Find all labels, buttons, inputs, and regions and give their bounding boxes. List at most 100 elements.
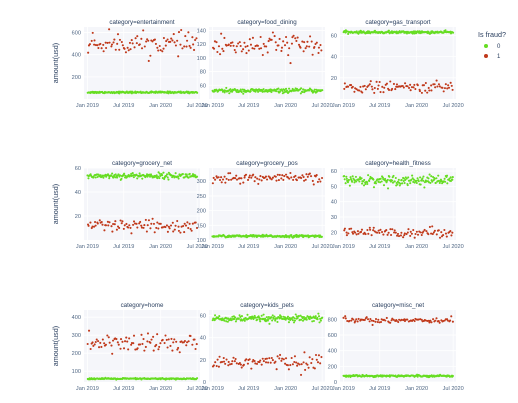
- data-point: [166, 176, 169, 179]
- data-point: [266, 51, 269, 54]
- data-point: [381, 85, 384, 88]
- data-point: [294, 313, 297, 316]
- panel-3: 20 40 60 Jan 2019 Jul 2019 Jan 2020 Jul 2020 ca…: [331, 19, 464, 109]
- data-point: [369, 228, 372, 231]
- data-point: [392, 318, 395, 321]
- data-point: [292, 34, 295, 37]
- legend-marker: [484, 54, 488, 58]
- x-tick-label: Jan 2019: [76, 244, 99, 250]
- data-point: [440, 231, 443, 234]
- data-point: [411, 177, 414, 180]
- data-point: [282, 358, 285, 361]
- panel-2: 60 80 100 120 140 Jan 2019 Jul 2019 Jan 2020 Jul…: [197, 19, 333, 109]
- data-point: [277, 87, 280, 90]
- data-point: [372, 186, 376, 189]
- data-point: [92, 344, 95, 347]
- data-point: [350, 84, 353, 87]
- data-point: [247, 317, 250, 320]
- data-point: [288, 87, 291, 90]
- data-point: [140, 226, 144, 229]
- data-point: [358, 180, 361, 183]
- data-point: [345, 234, 348, 237]
- y-tick-label: 60: [200, 314, 206, 320]
- data-point: [171, 349, 174, 352]
- data-point: [240, 366, 243, 369]
- data-point: [220, 32, 223, 35]
- data-point: [224, 362, 227, 365]
- data-point: [234, 316, 237, 319]
- data-point: [431, 225, 434, 228]
- data-point: [420, 91, 423, 94]
- data-point: [424, 89, 427, 92]
- legend-item-1[interactable]: 1: [484, 54, 501, 60]
- data-point: [351, 232, 355, 235]
- data-point: [114, 48, 117, 51]
- data-point: [351, 180, 354, 183]
- data-point: [418, 90, 421, 93]
- data-point: [149, 227, 152, 230]
- data-point: [265, 319, 268, 322]
- data-point: [140, 47, 144, 50]
- data-point: [377, 318, 380, 321]
- legend-item-0[interactable]: 0: [484, 44, 501, 50]
- data-point: [151, 217, 154, 220]
- data-point: [377, 84, 380, 87]
- data-point: [277, 44, 280, 47]
- y-axis-label: amount(usd): [51, 43, 60, 83]
- data-point: [108, 28, 111, 31]
- data-point: [105, 46, 108, 50]
- data-point: [186, 39, 189, 42]
- data-point: [270, 178, 273, 181]
- x-tick-label: Jul 2019: [113, 386, 134, 392]
- data-point: [413, 320, 416, 323]
- data-point: [366, 181, 369, 184]
- data-point: [372, 319, 375, 322]
- data-point: [93, 39, 96, 42]
- data-point: [304, 178, 307, 181]
- x-tick-label: Jan 2020: [274, 244, 297, 250]
- y-tick-label: 600: [328, 333, 337, 339]
- series-fraud: [342, 315, 454, 326]
- data-point: [392, 174, 395, 177]
- data-point: [435, 177, 438, 180]
- data-point: [126, 46, 129, 49]
- data-point: [402, 236, 405, 239]
- x-tick-label: Jul 2020: [312, 386, 333, 392]
- data-point: [348, 227, 351, 230]
- data-point: [432, 231, 435, 234]
- data-point: [177, 229, 180, 232]
- data-point: [165, 174, 168, 177]
- series-non-fraud: [342, 29, 455, 36]
- data-point: [177, 225, 180, 228]
- data-point: [194, 174, 197, 177]
- data-point: [145, 40, 148, 43]
- data-point: [400, 231, 403, 234]
- data-point: [422, 175, 425, 178]
- panel-5: 100 150 200 250 300 Jan 2019 Jul 2019 Jan 2020 J…: [197, 160, 333, 250]
- data-point: [154, 42, 157, 45]
- data-point: [217, 45, 221, 48]
- data-point: [272, 317, 275, 320]
- data-point: [344, 182, 347, 185]
- data-point: [356, 230, 359, 233]
- data-point: [248, 174, 251, 177]
- data-point: [122, 347, 126, 350]
- data-point: [94, 224, 97, 227]
- x-tick-label: Jul 2020: [312, 103, 333, 109]
- data-point: [447, 84, 450, 87]
- legend[interactable]: Is fraud? 0 1: [478, 30, 506, 60]
- data-point: [387, 88, 391, 92]
- data-point: [239, 363, 242, 366]
- data-point: [271, 176, 274, 179]
- x-tick-label: Jul 2020: [187, 386, 208, 392]
- data-point: [270, 91, 273, 94]
- data-point: [223, 36, 226, 40]
- data-point: [213, 40, 216, 43]
- data-point: [290, 176, 293, 179]
- data-point: [354, 320, 357, 323]
- data-point: [262, 88, 265, 91]
- data-point: [141, 342, 144, 346]
- series-fraud: [86, 329, 198, 355]
- y-tick-label: 100: [197, 238, 206, 244]
- panel-title: category=kids_pets: [240, 302, 294, 309]
